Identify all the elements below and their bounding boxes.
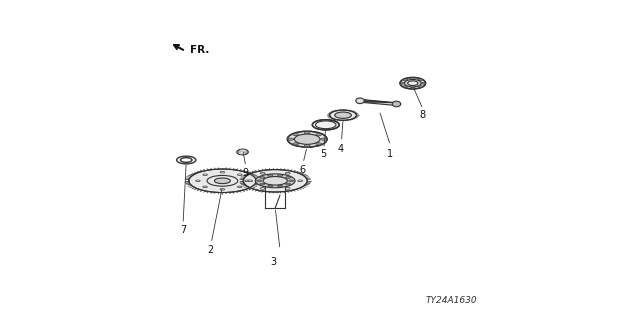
Ellipse shape xyxy=(335,112,351,118)
Ellipse shape xyxy=(263,177,287,185)
Ellipse shape xyxy=(400,82,404,84)
Ellipse shape xyxy=(418,85,422,88)
Ellipse shape xyxy=(257,180,262,182)
Ellipse shape xyxy=(196,180,200,181)
Ellipse shape xyxy=(316,143,322,145)
Ellipse shape xyxy=(403,79,408,81)
Text: TY24A1630: TY24A1630 xyxy=(426,296,477,305)
Ellipse shape xyxy=(292,143,298,145)
Ellipse shape xyxy=(316,133,322,136)
Ellipse shape xyxy=(278,175,283,176)
Ellipse shape xyxy=(321,138,326,140)
Ellipse shape xyxy=(285,172,290,174)
Ellipse shape xyxy=(289,180,294,182)
Ellipse shape xyxy=(418,79,422,81)
Ellipse shape xyxy=(260,172,265,174)
Ellipse shape xyxy=(411,87,415,89)
Ellipse shape xyxy=(292,133,298,136)
Ellipse shape xyxy=(285,177,291,179)
Ellipse shape xyxy=(189,169,256,193)
Ellipse shape xyxy=(248,180,253,182)
Ellipse shape xyxy=(305,132,310,134)
Text: 9: 9 xyxy=(243,168,249,178)
Ellipse shape xyxy=(312,120,339,130)
Ellipse shape xyxy=(260,177,265,179)
Ellipse shape xyxy=(243,170,307,192)
Ellipse shape xyxy=(392,101,401,107)
Ellipse shape xyxy=(237,174,242,176)
Ellipse shape xyxy=(403,85,408,88)
Ellipse shape xyxy=(214,178,230,184)
Ellipse shape xyxy=(203,174,207,176)
Ellipse shape xyxy=(237,149,248,155)
Ellipse shape xyxy=(260,183,265,185)
Ellipse shape xyxy=(220,172,225,173)
Ellipse shape xyxy=(298,180,303,182)
Ellipse shape xyxy=(408,81,418,85)
Ellipse shape xyxy=(285,188,290,189)
Text: 8: 8 xyxy=(419,110,426,120)
Ellipse shape xyxy=(203,186,207,188)
Ellipse shape xyxy=(268,185,273,187)
Text: 6: 6 xyxy=(300,164,305,175)
Ellipse shape xyxy=(244,180,249,181)
Ellipse shape xyxy=(255,174,295,188)
Ellipse shape xyxy=(411,77,415,79)
Ellipse shape xyxy=(400,77,426,89)
Text: FR.: FR. xyxy=(191,44,210,55)
Ellipse shape xyxy=(220,188,225,190)
Polygon shape xyxy=(360,100,396,105)
Text: 1: 1 xyxy=(387,148,394,159)
Text: 2: 2 xyxy=(207,244,214,255)
Ellipse shape xyxy=(294,134,320,144)
Ellipse shape xyxy=(268,175,273,176)
Text: 3: 3 xyxy=(271,257,276,268)
Ellipse shape xyxy=(285,183,291,185)
Ellipse shape xyxy=(288,138,294,140)
Ellipse shape xyxy=(305,145,310,147)
Ellipse shape xyxy=(287,131,327,147)
Ellipse shape xyxy=(260,188,265,189)
Ellipse shape xyxy=(404,79,421,87)
Ellipse shape xyxy=(356,98,364,104)
Text: 7: 7 xyxy=(180,225,186,236)
Ellipse shape xyxy=(330,110,356,120)
Ellipse shape xyxy=(278,185,283,187)
Ellipse shape xyxy=(421,82,426,84)
Text: 5: 5 xyxy=(320,148,326,159)
Text: 4: 4 xyxy=(338,144,344,154)
Ellipse shape xyxy=(237,186,242,188)
